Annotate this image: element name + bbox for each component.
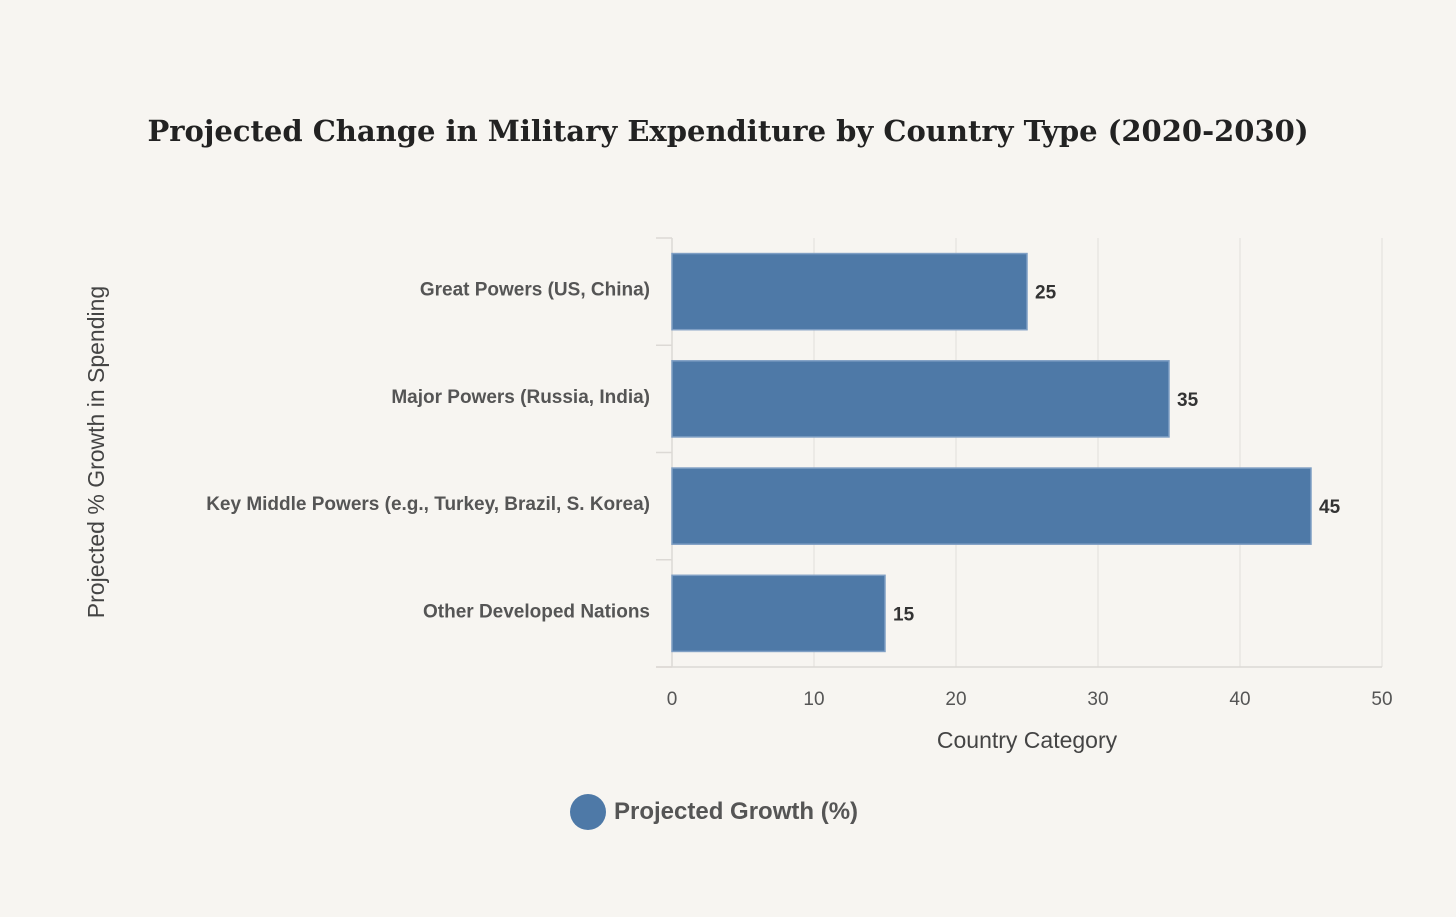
- x-tick-label: 30: [1087, 689, 1108, 710]
- data-label: 15: [893, 604, 915, 625]
- legend-label: Projected Growth (%): [614, 798, 859, 825]
- x-tick-label: 0: [667, 689, 678, 710]
- category-label: Great Powers (US, China): [420, 280, 650, 301]
- legend-swatch-icon: [570, 794, 606, 830]
- x-axis-title: Country Category: [937, 727, 1118, 753]
- x-tick-label: 40: [1229, 689, 1250, 710]
- bar: [671, 467, 1312, 545]
- data-label: 25: [1035, 283, 1057, 304]
- bar: [671, 360, 1170, 438]
- bar: [671, 574, 886, 653]
- category-label: Major Powers (Russia, India): [391, 387, 650, 408]
- category-label: Key Middle Powers (e.g., Turkey, Brazil,…: [206, 494, 650, 515]
- chart-title: Projected Change in Military Expenditure…: [147, 114, 1309, 148]
- data-label: 45: [1319, 497, 1341, 518]
- y-axis-title: Projected % Growth in Spending: [83, 286, 109, 618]
- x-tick-label: 10: [803, 689, 824, 710]
- data-label: 35: [1177, 390, 1199, 411]
- x-tick-label: 20: [945, 689, 966, 710]
- legend[interactable]: Projected Growth (%): [570, 794, 858, 830]
- x-tick-label: 50: [1371, 689, 1392, 710]
- bar: [671, 252, 1028, 331]
- category-label: Other Developed Nations: [423, 601, 650, 622]
